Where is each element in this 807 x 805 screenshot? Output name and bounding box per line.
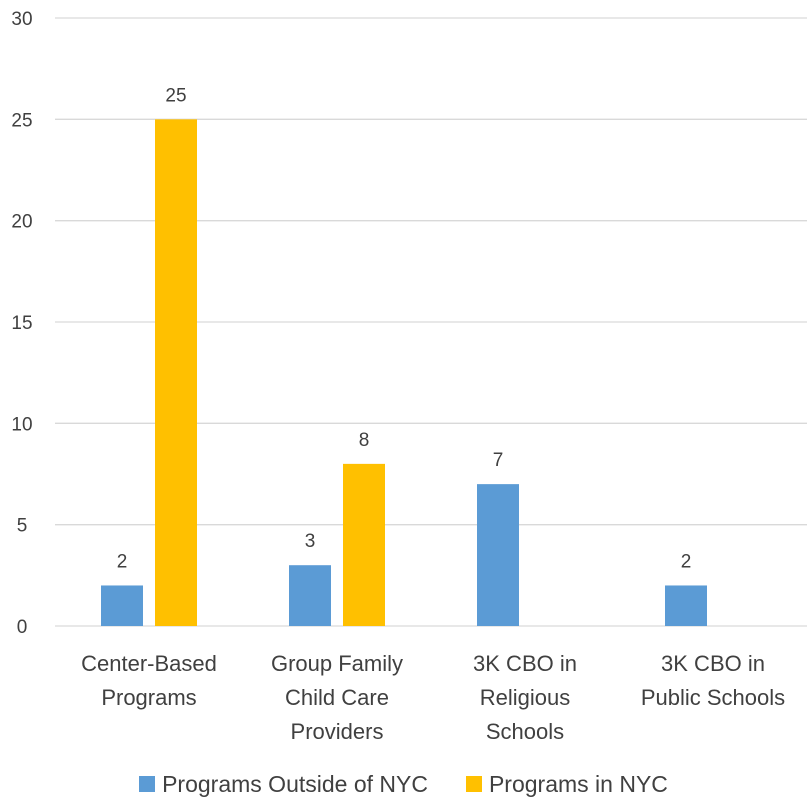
bar bbox=[477, 484, 519, 626]
bar bbox=[289, 565, 331, 626]
y-tick-label: 20 bbox=[11, 212, 32, 233]
category-label-line: Child Care bbox=[285, 685, 389, 710]
category-label-line: 3K CBO in bbox=[473, 651, 577, 676]
y-tick-label: 25 bbox=[11, 110, 32, 131]
bar bbox=[155, 119, 197, 626]
bars bbox=[101, 119, 707, 626]
bar bbox=[665, 585, 707, 626]
x-axis-categories: Center-Based Programs Group Family Child Ca… bbox=[81, 651, 785, 744]
category-label-line: Center-Based bbox=[81, 651, 217, 676]
y-tick-label: 0 bbox=[17, 617, 28, 638]
data-label: 8 bbox=[359, 430, 370, 451]
legend-label-in-nyc: Programs in NYC bbox=[488, 770, 668, 797]
legend-label-outside-nyc: Programs Outside of NYC bbox=[162, 770, 428, 797]
category-label: 3K CBO in Religious Schools bbox=[473, 651, 577, 744]
bar bbox=[343, 463, 385, 626]
category-label-line: Programs bbox=[101, 685, 196, 710]
y-tick-label: 15 bbox=[11, 313, 32, 334]
category-label-line: Religious bbox=[480, 685, 571, 710]
data-label: 2 bbox=[681, 551, 692, 572]
data-label: 3 bbox=[305, 531, 316, 552]
data-label: 25 bbox=[165, 85, 186, 106]
y-tick-label: 10 bbox=[11, 414, 32, 435]
legend-item-in-nyc: Programs in NYC bbox=[465, 770, 668, 798]
y-axis-ticks: 0 5 10 15 20 25 30 bbox=[11, 9, 32, 638]
legend: Programs Outside of NYC Programs in NYC bbox=[0, 766, 807, 802]
category-label-line: Providers bbox=[291, 719, 384, 744]
legend-swatch-in-nyc bbox=[465, 776, 482, 792]
data-label: 7 bbox=[493, 450, 504, 471]
data-label: 2 bbox=[117, 551, 128, 572]
category-label: 3K CBO in Public Schools bbox=[641, 651, 785, 710]
legend-item-outside-nyc: Programs Outside of NYC bbox=[139, 771, 428, 798]
category-label-line: 3K CBO in bbox=[661, 651, 765, 676]
y-tick-label: 30 bbox=[11, 9, 32, 30]
data-labels: 2 25 3 8 7 2 bbox=[117, 85, 692, 572]
category-label: Center-Based Programs bbox=[81, 651, 217, 710]
category-label: Group Family Child Care Providers bbox=[271, 651, 403, 744]
category-label-line: Public Schools bbox=[641, 685, 785, 710]
bar bbox=[101, 585, 143, 626]
y-tick-label: 5 bbox=[17, 516, 28, 537]
category-label-line: Group Family bbox=[271, 651, 403, 676]
category-label-line: Schools bbox=[486, 719, 564, 744]
legend-swatch-outside-nyc bbox=[139, 776, 156, 792]
